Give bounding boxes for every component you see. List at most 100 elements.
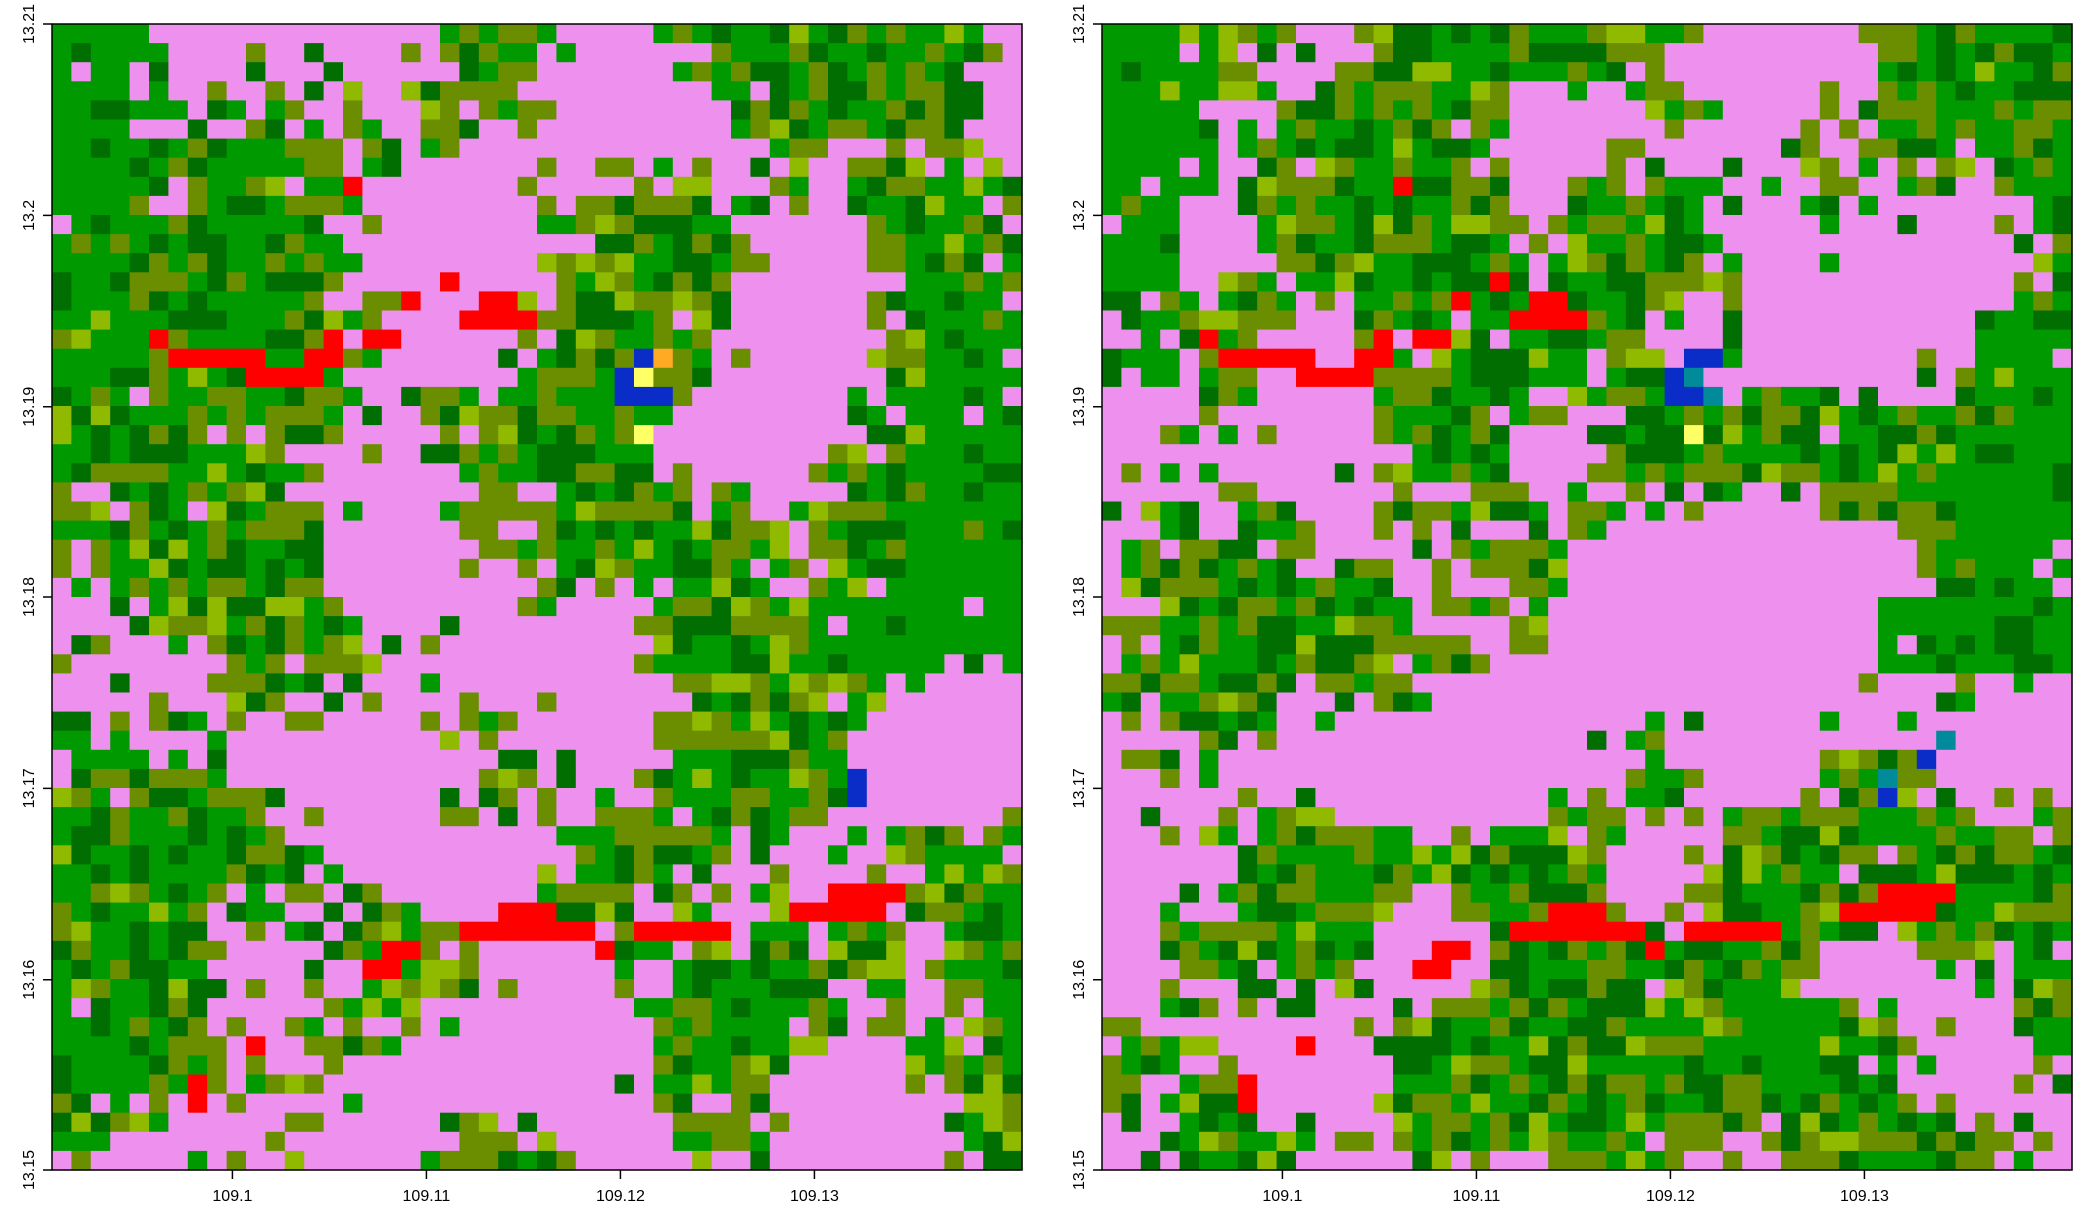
- raster-cell: [168, 768, 189, 789]
- raster-cell: [1276, 749, 1297, 770]
- raster-cell: [304, 998, 325, 1018]
- raster-cell: [1334, 195, 1355, 216]
- raster-cell: [1218, 195, 1239, 216]
- raster-cell: [1179, 463, 1200, 483]
- raster-cell: [1781, 749, 1801, 770]
- raster-cell: [808, 692, 829, 713]
- raster-cell: [653, 539, 674, 560]
- raster-cell: [828, 673, 848, 694]
- raster-cell: [808, 176, 829, 197]
- raster-cell: [866, 100, 887, 121]
- raster-cell: [556, 24, 577, 44]
- raster-cell: [110, 520, 131, 541]
- raster-cell: [2013, 310, 2034, 331]
- raster-cell: [226, 253, 247, 273]
- raster-cell: [1897, 195, 1918, 216]
- raster-cell: [1955, 406, 1976, 426]
- raster-cell: [1002, 730, 1023, 751]
- raster-cell: [1393, 558, 1413, 579]
- raster-cell: [1373, 673, 1394, 694]
- raster-cell: [187, 215, 208, 235]
- raster-cell: [672, 1093, 693, 1114]
- raster-cell: [187, 119, 208, 140]
- raster-cell: [537, 348, 557, 369]
- raster-cell: [1509, 425, 1530, 445]
- raster-cell: [1354, 100, 1375, 121]
- raster-cell: [634, 24, 654, 44]
- raster-cell: [905, 43, 926, 63]
- raster-cell: [1955, 520, 1976, 541]
- raster-cell: [1354, 673, 1375, 694]
- raster-cell: [1160, 138, 1181, 159]
- raster-cell: [750, 1055, 771, 1076]
- raster-cell: [323, 635, 344, 655]
- raster-cell: [866, 711, 887, 732]
- raster-cell: [1548, 501, 1569, 522]
- raster-cell: [1781, 654, 1801, 674]
- raster-cell: [187, 768, 208, 789]
- raster-cell: [789, 1112, 810, 1133]
- raster-cell: [1528, 119, 1549, 140]
- raster-cell: [537, 406, 557, 426]
- raster-cell: [556, 406, 577, 426]
- raster-cell: [672, 940, 693, 961]
- raster-cell: [168, 1150, 189, 1171]
- raster-cell: [265, 577, 286, 598]
- raster-cell: [129, 826, 150, 846]
- raster-cell: [207, 100, 228, 121]
- raster-cell: [1121, 692, 1142, 713]
- raster-cell: [52, 43, 72, 63]
- raster-cell: [828, 1036, 848, 1056]
- raster-cell: [517, 826, 538, 846]
- raster-cell: [905, 463, 926, 483]
- raster-cell: [1916, 616, 1937, 636]
- raster-cell: [944, 883, 965, 904]
- raster-cell: [575, 1112, 596, 1133]
- raster-cell: [963, 195, 984, 216]
- raster-cell: [149, 807, 169, 827]
- raster-cell: [692, 673, 713, 694]
- raster-cell: [1819, 577, 1840, 598]
- raster-cell: [1606, 711, 1627, 732]
- raster-cell: [614, 845, 635, 865]
- raster-cell: [2052, 711, 2073, 732]
- raster-cell: [1412, 386, 1433, 407]
- raster-cell: [769, 348, 790, 369]
- raster-cell: [1684, 24, 1704, 44]
- raster-cell: [1354, 157, 1375, 178]
- raster-cell: [1567, 62, 1588, 82]
- raster-cell: [1160, 215, 1181, 235]
- raster-cell: [149, 1036, 169, 1056]
- raster-cell: [1684, 291, 1704, 312]
- raster-cell: [1315, 215, 1336, 235]
- raster-cell: [983, 959, 1004, 980]
- raster-cell: [498, 902, 519, 923]
- raster-cell: [537, 81, 557, 101]
- raster-cell: [110, 157, 131, 178]
- raster-cell: [459, 826, 480, 846]
- raster-cell: [1470, 291, 1491, 312]
- raster-cell: [575, 673, 596, 694]
- raster-cell: [1625, 329, 1646, 350]
- raster-cell: [90, 348, 111, 369]
- raster-cell: [711, 1055, 732, 1076]
- raster-cell: [886, 444, 907, 464]
- raster-cell: [401, 635, 422, 655]
- raster-cell: [575, 234, 596, 254]
- raster-cell: [1567, 272, 1588, 292]
- raster-cell: [110, 253, 131, 273]
- raster-cell: [1199, 43, 1219, 63]
- raster-cell: [711, 234, 732, 254]
- raster-cell: [1102, 768, 1122, 789]
- raster-cell: [401, 959, 422, 980]
- raster-cell: [905, 826, 926, 846]
- raster-cell: [634, 692, 654, 713]
- raster-cell: [401, 291, 422, 312]
- raster-cell: [71, 979, 92, 999]
- raster-cell: [1936, 749, 1957, 770]
- raster-cell: [2052, 329, 2073, 350]
- raster-cell: [401, 119, 422, 140]
- raster-cell: [692, 482, 713, 503]
- raster-cell: [653, 234, 674, 254]
- raster-cell: [828, 367, 848, 388]
